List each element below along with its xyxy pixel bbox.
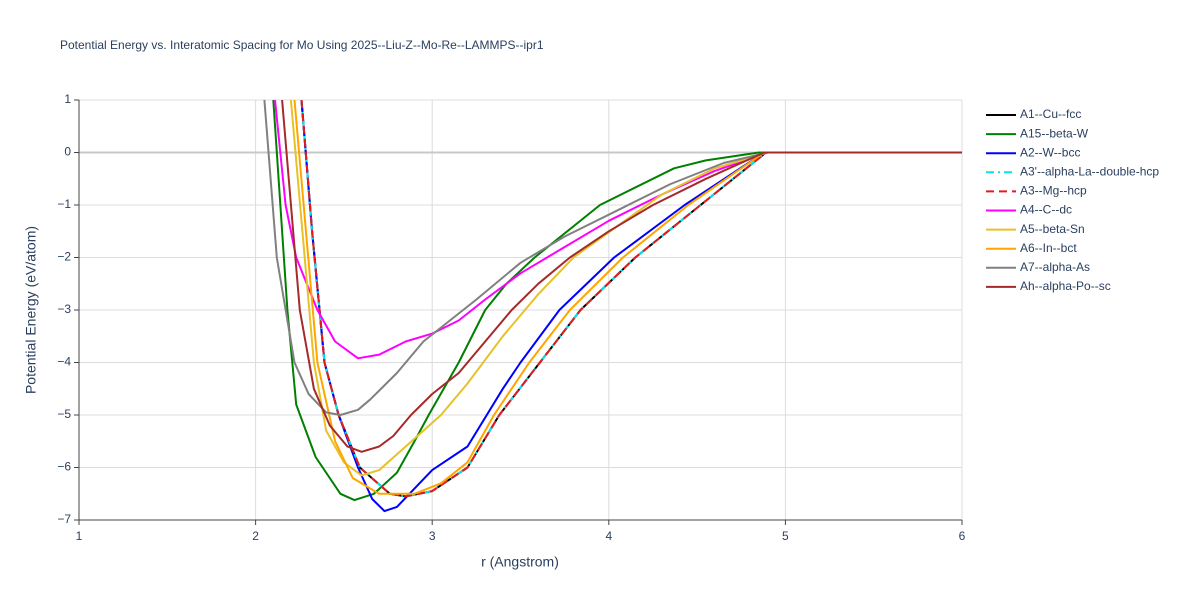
legend-label: A7--alpha-As [1020,260,1090,274]
series-line [274,100,962,360]
legend-label: A2--W--bcc [1020,145,1080,159]
series-line [263,100,962,416]
series-line [272,100,962,502]
legend-label: A6--In--bct [1020,241,1077,255]
legend-label: A5--beta-Sn [1020,222,1085,236]
y-tick-label: 1 [64,92,71,106]
x-axis-label: r (Angstrom) [481,554,559,570]
x-tick-label: 1 [76,529,83,543]
plot-area [263,100,962,513]
y-tick-label: −6 [57,460,71,474]
legend: A1--Cu--fcc A15--beta-W A2--W--bcc A3'--alp… [986,107,1159,293]
x-tick-label: 3 [429,529,436,543]
x-tick-label: 6 [959,529,966,543]
y-tick-label: −4 [57,355,71,369]
x-tick-label: 4 [605,529,612,543]
y-tick-label: −3 [57,302,71,316]
y-tick-label: −1 [57,197,71,211]
y-tick-label: −7 [57,512,71,526]
series-line [300,100,962,498]
y-tick-label: −5 [57,407,71,421]
grid [78,99,963,521]
legend-label: A15--beta-W [1020,126,1089,140]
legend-label: A3'--alpha-La--double-hcp [1020,164,1159,178]
y-tick-label: 0 [64,145,71,159]
legend-label: Ah--alpha-Po--sc [1020,279,1111,293]
series-line [300,100,962,498]
chart-title: Potential Energy vs. Interatomic Spacing… [60,38,544,52]
legend-label: A1--Cu--fcc [1020,107,1081,121]
series-line [293,100,962,495]
series-line [289,100,962,477]
series-line [300,100,962,513]
y-axis-label: Potential Energy (eV/atom) [23,226,39,394]
axes: 1 2 3 4 5 6 −7 −6 −5 −4 −3 −2 −1 0 1 [57,92,965,543]
legend-label: A4--C--dc [1020,203,1072,217]
series-line [300,100,962,498]
x-tick-label: 2 [252,529,259,543]
x-tick-label: 5 [782,529,789,543]
series-line [281,100,962,453]
y-tick-label: −2 [57,250,71,264]
legend-label: A3--Mg--hcp [1020,184,1087,198]
